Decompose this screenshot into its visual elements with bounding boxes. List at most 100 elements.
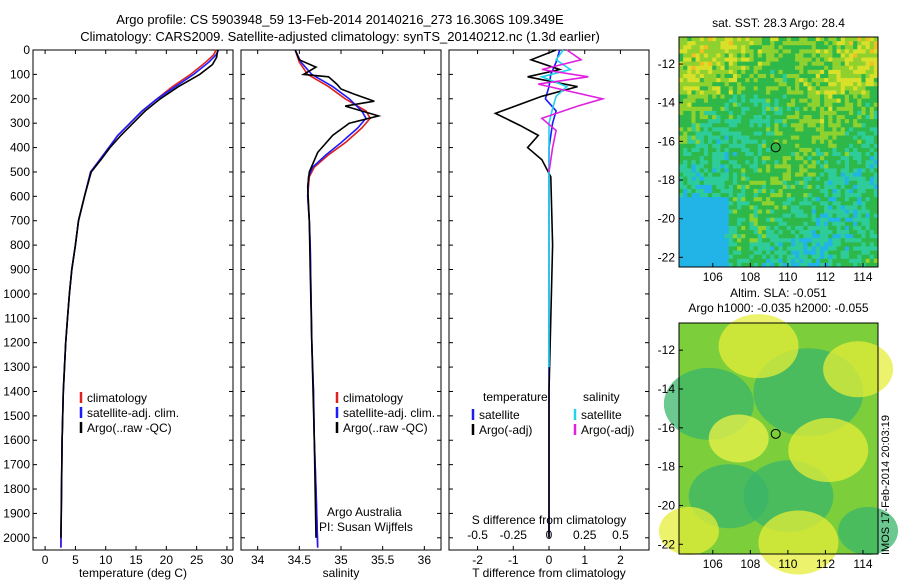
sst-cell (761, 250, 767, 256)
sst-cell (815, 106, 821, 112)
sst-cell (840, 61, 846, 67)
sst-cell (853, 65, 858, 71)
sst-cell (861, 246, 866, 251)
sst-cell (782, 254, 788, 260)
sst-cell (840, 230, 846, 235)
sst-cell (848, 156, 854, 161)
sst-cell (807, 225, 813, 231)
sst-cell (757, 238, 763, 243)
sst-cell (703, 234, 709, 239)
sst-cell (766, 90, 771, 95)
sst-cell (695, 143, 701, 149)
sst-cell (795, 205, 800, 210)
sst-cell (790, 139, 796, 145)
sst-cell (857, 180, 862, 186)
sst-cell (778, 221, 784, 227)
sst-cell (774, 193, 779, 198)
sst-cell (761, 246, 767, 251)
sst-cell (832, 53, 837, 58)
sst-cell (778, 57, 784, 63)
sst-cell (795, 69, 800, 75)
sst-cell (687, 209, 692, 215)
sst-cell (848, 217, 854, 223)
sst-cell (720, 57, 726, 63)
sst-cell (683, 119, 688, 124)
sst-cell (712, 225, 717, 231)
sst-cell (811, 246, 817, 251)
sst-cell (679, 147, 684, 153)
sst-cell (815, 147, 821, 153)
sst-cell (811, 98, 817, 104)
sst-cell (770, 225, 775, 231)
sst-cell (790, 115, 796, 120)
sst-cell (848, 86, 854, 91)
sst-cell (795, 45, 800, 50)
sst-cell (778, 242, 784, 247)
sst-cell (716, 160, 721, 165)
sst-cell (807, 65, 813, 71)
sst-cell (774, 160, 779, 165)
sst-cell (679, 37, 684, 42)
sst-cell (848, 188, 854, 194)
sst-cell (745, 168, 750, 173)
sst-cell (728, 78, 734, 83)
sst-cell (865, 205, 871, 210)
sst-cell (728, 197, 734, 202)
sst-cell (795, 61, 800, 67)
sst-cell (745, 139, 750, 145)
sst-cell (807, 139, 813, 145)
sst-cell (749, 49, 755, 54)
sst-cell (708, 197, 713, 202)
y-tick-label: 300 (10, 116, 30, 130)
sst-cell (683, 193, 688, 198)
sst-cell (778, 49, 784, 54)
sst-cell (757, 168, 763, 173)
sst-cell (799, 254, 804, 260)
sst-cell (728, 184, 734, 190)
sst-cell (766, 106, 771, 112)
sst-cell (732, 123, 738, 128)
sst-cell (778, 102, 784, 108)
sst-cell (774, 69, 779, 75)
sst-cell (753, 86, 759, 91)
sst-cell (757, 78, 763, 83)
sst-cell (828, 86, 833, 91)
sst-cell (832, 180, 837, 186)
sst-cell (848, 201, 854, 206)
sst-cell (786, 143, 792, 149)
sst-cell (749, 225, 755, 231)
sst-cell (782, 106, 788, 112)
sst-cell (790, 180, 796, 186)
sst-cell (778, 230, 784, 235)
sst-cell (732, 262, 738, 268)
sst-cell (782, 73, 788, 79)
sst-cell (861, 258, 866, 264)
sst-cell (720, 82, 726, 87)
sst-cell (728, 262, 734, 268)
sst-cell (819, 254, 825, 260)
sst-cell (861, 193, 866, 198)
sst-cell (873, 156, 879, 161)
sst-cell (691, 205, 696, 210)
sst-cell (861, 69, 866, 75)
sst-cell (703, 176, 709, 182)
sst-cell (853, 69, 858, 75)
plot-frame (240, 49, 442, 551)
sst-cell (803, 135, 808, 141)
sst-cell (757, 254, 763, 260)
sst-cell (761, 225, 767, 231)
sst-cell (757, 90, 763, 95)
sst-cell (795, 262, 800, 268)
sst-cell (766, 188, 771, 194)
sst-cell (819, 106, 825, 112)
sst-cell (832, 221, 837, 227)
sst-cell (795, 131, 800, 136)
sst-cell (770, 37, 775, 42)
sst-cell (865, 119, 871, 124)
sst-cell (774, 65, 779, 71)
sst-cell (757, 135, 763, 141)
sst-cell (861, 213, 866, 219)
sst-cell (869, 123, 875, 128)
sst-cell (857, 258, 862, 264)
